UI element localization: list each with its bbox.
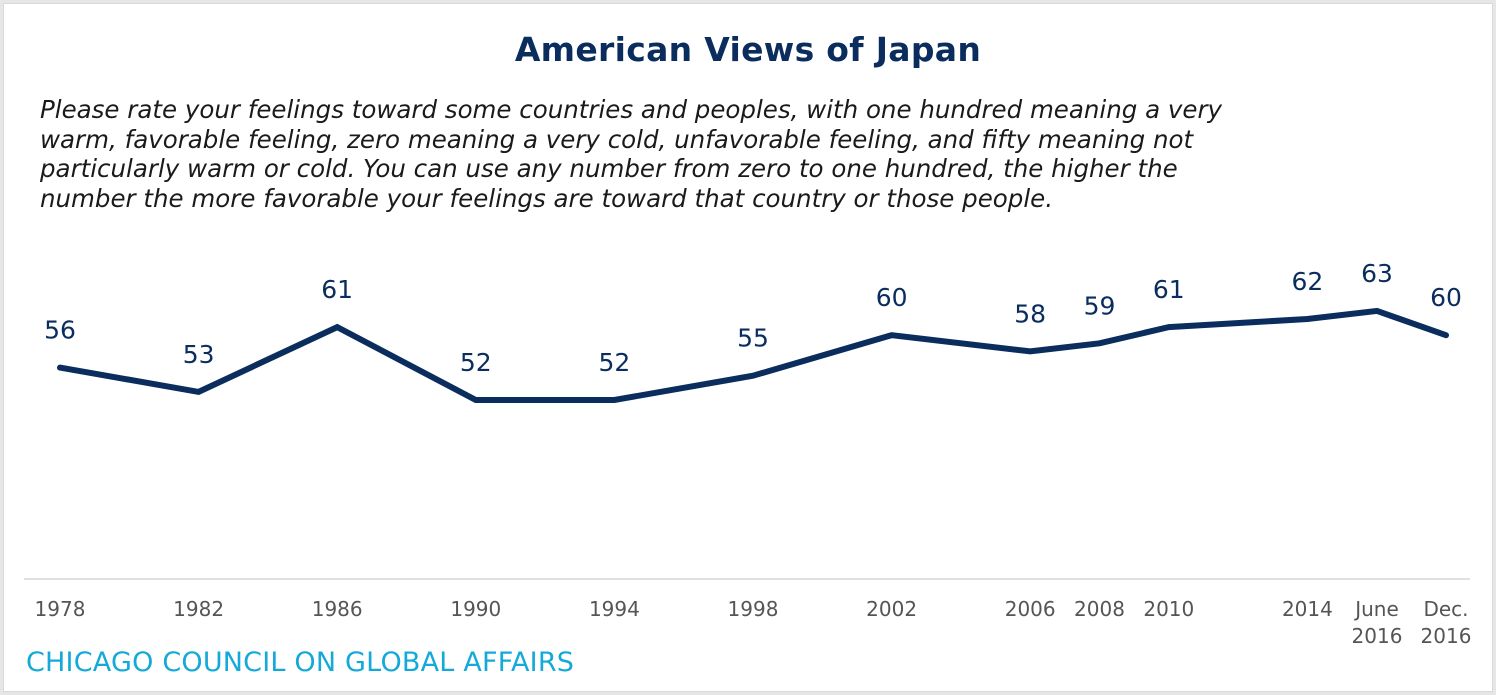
x-tick-label: 1990 — [450, 597, 501, 621]
source-credit: CHICAGO COUNCIL ON GLOBAL AFFAIRS — [26, 647, 575, 678]
chart-subtitle: Please rate your feelings toward some co… — [40, 95, 1223, 213]
data-label: 59 — [1084, 291, 1116, 320]
data-label: 61 — [321, 275, 353, 304]
x-tick-label: 1978 — [35, 597, 86, 621]
x-tick-label: 2006 — [1005, 597, 1056, 621]
data-label: 52 — [598, 348, 630, 377]
data-label: 60 — [1430, 283, 1462, 312]
data-label: 52 — [460, 348, 492, 377]
data-label: 58 — [1014, 299, 1046, 328]
chart-title: American Views of Japan — [514, 30, 982, 69]
x-tick-label: 2008 — [1074, 597, 1125, 621]
x-tick-label: 1986 — [312, 597, 363, 621]
x-tick-label: 2010 — [1143, 597, 1194, 621]
x-tick-label: 1998 — [728, 597, 779, 621]
data-label: 53 — [183, 340, 215, 369]
line-chart: 56 53 61 52 52 55 60 58 59 61 62 63 60 1978 1982 1986 1… — [24, 259, 1472, 648]
chart-frame: American Views of Japan Please rate your… — [3, 3, 1493, 692]
data-label: 63 — [1361, 259, 1393, 288]
data-label: 62 — [1291, 267, 1323, 296]
data-label: 55 — [737, 324, 769, 353]
x-tick-label: Dec. 2016 — [1421, 597, 1472, 648]
x-tick-label: 1982 — [173, 597, 224, 621]
data-label: 61 — [1153, 275, 1185, 304]
x-tick-label: 1994 — [589, 597, 640, 621]
data-label: 56 — [44, 316, 76, 345]
x-tick-label: June 2016 — [1352, 597, 1403, 648]
series-line — [57, 307, 1449, 403]
data-label: 60 — [876, 283, 908, 312]
x-tick-label: 2014 — [1282, 597, 1333, 621]
x-tick-label: 2002 — [866, 597, 917, 621]
